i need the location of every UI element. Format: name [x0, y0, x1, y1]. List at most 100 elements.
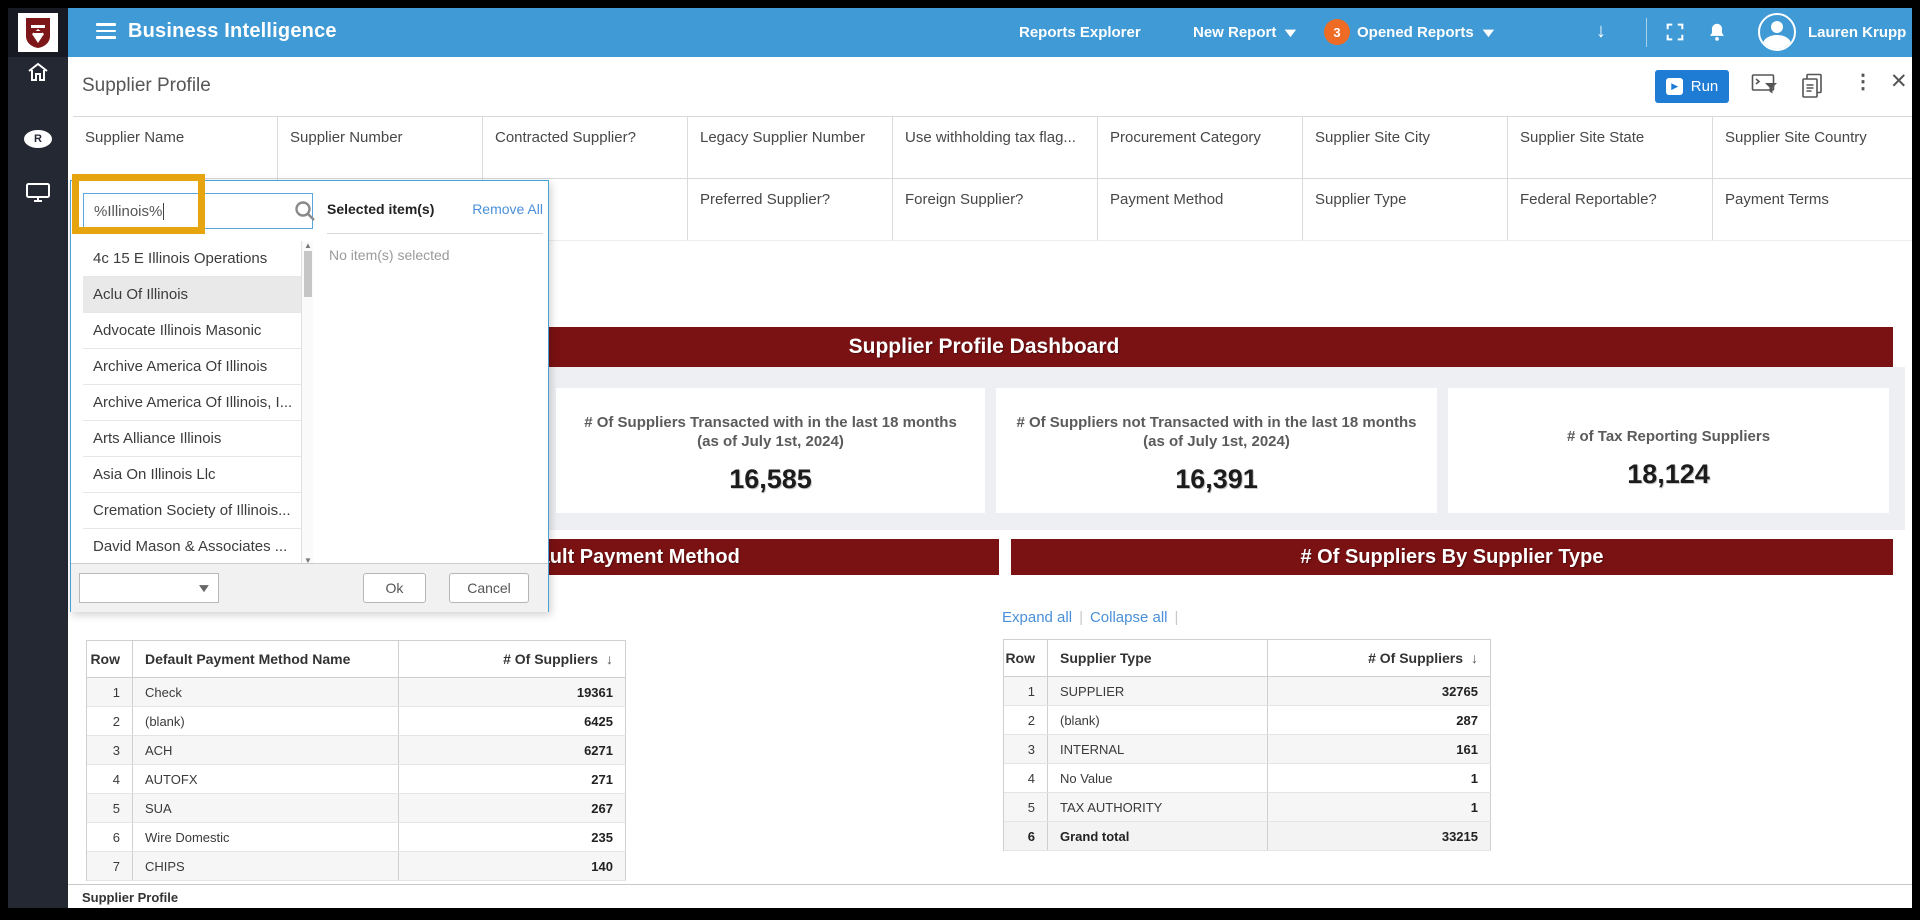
top-app-bar: Business Intelligence Reports Explorer N…: [68, 8, 1912, 57]
bottom-tab-bar: Supplier Profile: [68, 884, 1912, 908]
col-header-row[interactable]: Row: [1004, 640, 1048, 676]
filter-tab[interactable]: Supplier Site State: [1508, 117, 1713, 179]
notifications-bell-icon[interactable]: [1706, 20, 1728, 48]
topbar-divider: [1646, 18, 1647, 47]
payment-method-name: Check: [133, 678, 399, 706]
filter-tab[interactable]: Payment Terms: [1713, 179, 1912, 241]
run-button[interactable]: ▶ Run: [1655, 70, 1729, 103]
filter-tab[interactable]: Payment Method: [1098, 179, 1303, 241]
nav-new-report[interactable]: New Report ▼: [1193, 24, 1301, 41]
close-icon[interactable]: ✕: [1890, 70, 1908, 93]
more-options-kebab-icon[interactable]: ⋮: [1853, 71, 1873, 93]
nav-reports-explorer[interactable]: Reports Explorer: [1019, 24, 1141, 41]
list-item[interactable]: Arts Alliance Illinois: [83, 421, 301, 457]
payment-method-table: Row Default Payment Method Name # Of Sup…: [86, 640, 626, 881]
filter-tab[interactable]: Supplier Type: [1303, 179, 1508, 241]
supplier-count: 267: [399, 794, 626, 822]
table-row[interactable]: 3 ACH 6271: [87, 736, 626, 765]
table-row[interactable]: 6 Wire Domestic 235: [87, 823, 626, 852]
collapse-all-link[interactable]: Collapse all: [1089, 609, 1168, 626]
table-row[interactable]: 2 (blank) 6425: [87, 707, 626, 736]
kpi-value: 16,585: [729, 463, 812, 494]
col-header-supplier-type[interactable]: Supplier Type: [1048, 640, 1268, 676]
list-scrollbar[interactable]: ▲ ▼: [301, 241, 313, 565]
table-row[interactable]: 5 TAX AUTHORITY 1: [1004, 793, 1491, 822]
list-item[interactable]: Aclu Of Illinois: [83, 277, 301, 313]
options-select[interactable]: ▼: [79, 573, 219, 603]
list-item[interactable]: David Mason & Associates ...: [83, 529, 301, 565]
filter-tab[interactable]: Foreign Supplier?: [893, 179, 1098, 241]
list-item[interactable]: Cremation Society of Illinois...: [83, 493, 301, 529]
prompt-filter-icon[interactable]: [1751, 73, 1779, 102]
row-number: 6: [87, 823, 133, 851]
kpi-value: 18,124: [1627, 458, 1710, 489]
report-pages-icon[interactable]: [1800, 73, 1824, 104]
user-name[interactable]: Lauren Krupp: [1808, 24, 1907, 41]
supplier-type-section-banner: # Of Suppliers By Supplier Type: [1011, 539, 1893, 575]
crest-icon: [26, 17, 50, 48]
text-cursor: [163, 202, 165, 220]
filter-tab[interactable]: Supplier Site City: [1303, 117, 1508, 179]
filter-tab[interactable]: Use withholding tax flag...: [893, 117, 1098, 179]
filter-tab[interactable]: Procurement Category: [1098, 117, 1303, 179]
reports-r-icon[interactable]: R: [8, 130, 68, 148]
supplier-search-input[interactable]: %Illinois%: [83, 193, 313, 229]
table-row[interactable]: 4 No Value 1: [1004, 764, 1491, 793]
filter-tab[interactable]: Preferred Supplier?: [688, 179, 893, 241]
list-item[interactable]: 4c 15 E Illinois Operations: [83, 241, 301, 277]
list-item[interactable]: Archive America Of Illinois, I...: [83, 385, 301, 421]
col-header-suppliers[interactable]: # Of Suppliers ↓: [399, 641, 626, 677]
divider: [327, 233, 543, 234]
table-row[interactable]: 1 Check 19361: [87, 678, 626, 707]
table-row[interactable]: 7 CHIPS 140: [87, 852, 626, 881]
sort-desc-icon[interactable]: ↓: [606, 651, 613, 667]
monitor-icon[interactable]: [8, 180, 68, 204]
list-item[interactable]: Asia On Illinois Llc: [83, 457, 301, 493]
supplier-type-table: Row Supplier Type # Of Suppliers ↓ 1 SUPP…: [1003, 639, 1491, 851]
table-row[interactable]: 5 SUA 267: [87, 794, 626, 823]
filter-tab[interactable]: Supplier Number: [278, 117, 483, 179]
filter-tab[interactable]: Supplier Site Country: [1713, 117, 1912, 179]
nav-opened-reports[interactable]: Opened Reports ▼: [1357, 24, 1498, 41]
sort-desc-icon[interactable]: ↓: [1471, 650, 1478, 666]
scroll-down-icon[interactable]: ▼: [304, 556, 312, 565]
col-header-row[interactable]: Row: [87, 641, 133, 677]
col-header-payment-method[interactable]: Default Payment Method Name: [133, 641, 399, 677]
kpi-title: # Of Suppliers not Transacted with in th…: [1016, 414, 1417, 450]
type-table-links: Expand all | Collapse all |: [1002, 609, 1179, 626]
kpi-title: # of Tax Reporting Suppliers: [1566, 428, 1771, 445]
supplier-count: 287: [1268, 706, 1491, 734]
table-row[interactable]: 2 (blank) 287: [1004, 706, 1491, 735]
home-icon[interactable]: [8, 60, 68, 84]
list-item[interactable]: Archive America Of Illinois: [83, 349, 301, 385]
scrollbar-thumb[interactable]: [304, 251, 312, 297]
cancel-button[interactable]: Cancel: [449, 573, 529, 603]
chevron-down-icon: ▼: [1281, 25, 1301, 40]
user-avatar[interactable]: [1758, 13, 1796, 51]
scroll-up-icon[interactable]: ▲: [304, 241, 312, 250]
filter-tab[interactable]: Legacy Supplier Number: [688, 117, 893, 179]
supplier-count: 6425: [399, 707, 626, 735]
hamburger-menu-icon[interactable]: [96, 23, 116, 43]
bottom-tab-supplier-profile[interactable]: Supplier Profile: [82, 890, 179, 905]
filter-tab[interactable]: Federal Reportable?: [1508, 179, 1713, 241]
kpi-card-transacted: # Of Suppliers Transacted with in the la…: [556, 388, 985, 513]
filter-tab[interactable]: Contracted Supplier?: [483, 117, 688, 179]
search-icon[interactable]: [293, 199, 540, 228]
ok-button[interactable]: Ok: [363, 573, 426, 603]
download-icon[interactable]: ↓: [1596, 20, 1606, 42]
table-row[interactable]: 4 AUTOFX 271: [87, 765, 626, 794]
col-header-suppliers[interactable]: # Of Suppliers ↓: [1268, 640, 1491, 676]
fullscreen-icon[interactable]: [1664, 21, 1686, 47]
table-row[interactable]: 3 INTERNAL 161: [1004, 735, 1491, 764]
payment-method-name: AUTOFX: [133, 765, 399, 793]
table-row[interactable]: 1 SUPPLIER 32765: [1004, 677, 1491, 706]
remove-all-link[interactable]: Remove All: [472, 201, 543, 217]
payment-method-name: Wire Domestic: [133, 823, 399, 851]
expand-all-link[interactable]: Expand all: [1002, 609, 1073, 626]
table-row[interactable]: 6 Grand total 33215: [1004, 822, 1491, 851]
supplier-count: 140: [399, 852, 626, 880]
list-item[interactable]: Advocate Illinois Masonic: [83, 313, 301, 349]
filter-tab[interactable]: Supplier Name: [73, 117, 278, 179]
table-header-row: Row Supplier Type # Of Suppliers ↓: [1004, 640, 1491, 677]
